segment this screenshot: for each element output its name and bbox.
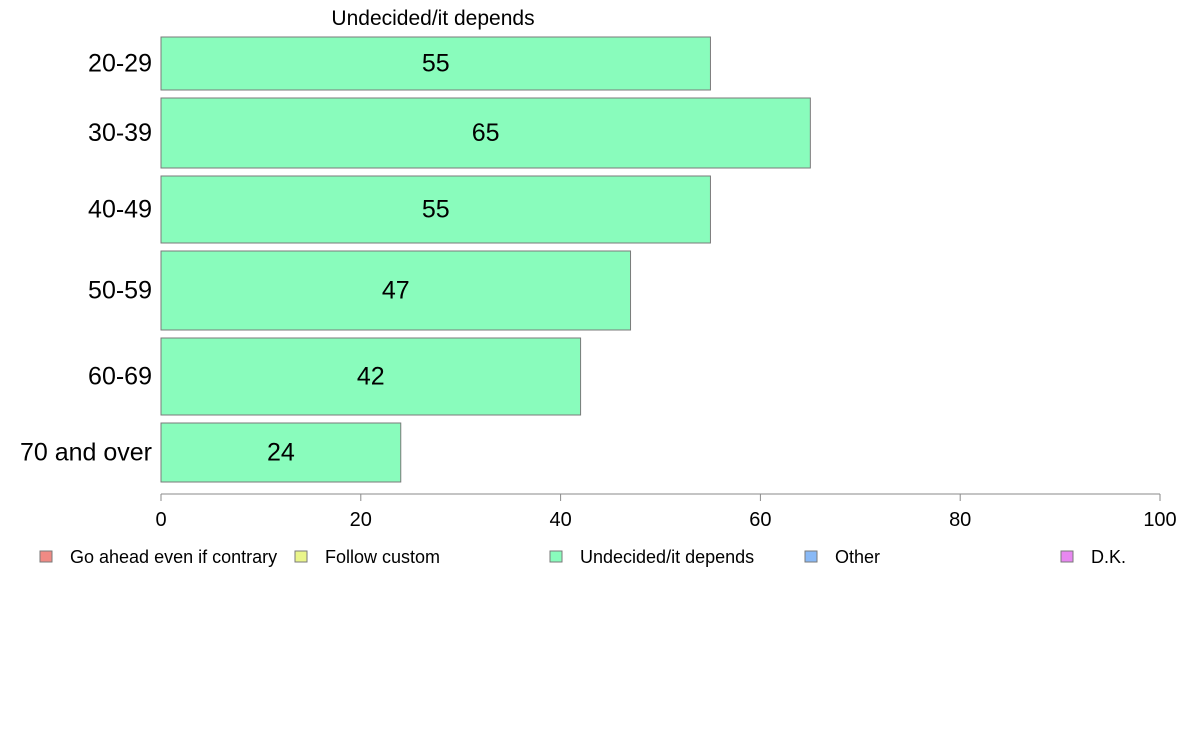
category-label: 20-29 — [88, 50, 152, 78]
legend-label: Undecided/it depends — [580, 547, 754, 567]
x-tick-label: 80 — [949, 509, 971, 531]
value-label: 47 — [382, 277, 410, 305]
bar-40-49 — [160, 175, 711, 244]
bars-group: 20-29 55 30-39 65 40-49 55 50-59 47 60-69 42 70 an… — [20, 36, 811, 483]
x-tick-label: 20 — [350, 509, 372, 531]
category-label: 50-59 — [88, 277, 152, 305]
legend-swatch — [39, 550, 53, 563]
legend-swatch — [804, 550, 818, 563]
value-label: 55 — [422, 50, 450, 78]
x-tick-label: 40 — [549, 509, 571, 531]
legend: Go ahead even if contrary Follow custom Un… — [39, 547, 1126, 567]
legend-label: Follow custom — [325, 547, 440, 567]
bar-20-29 — [160, 36, 711, 91]
value-label: 65 — [472, 119, 500, 147]
chart-title: Undecided/it depends — [331, 7, 534, 30]
bar-50-59 — [160, 250, 632, 331]
bar-70-and-over — [160, 422, 402, 483]
value-label: 42 — [357, 363, 385, 391]
value-label: 55 — [422, 196, 450, 224]
x-tick-label: 0 — [155, 509, 166, 531]
category-label: 30-39 — [88, 119, 152, 147]
x-axis: 0 20 40 60 80 100 — [155, 493, 1177, 531]
category-label: 40-49 — [88, 196, 152, 224]
x-tick-label: 100 — [1143, 509, 1176, 531]
bar-30-39 — [160, 97, 811, 169]
x-tick-label: 60 — [749, 509, 771, 531]
legend-swatch — [294, 550, 308, 563]
legend-label: Other — [835, 547, 880, 567]
legend-label: D.K. — [1091, 547, 1126, 567]
legend-label: Go ahead even if contrary — [70, 547, 277, 567]
bar-60-69 — [160, 337, 582, 416]
legend-swatch — [549, 550, 563, 563]
legend-swatch — [1060, 550, 1074, 563]
category-label: 60-69 — [88, 363, 152, 391]
value-label: 24 — [267, 439, 295, 467]
category-label: 70 and over — [20, 439, 152, 467]
